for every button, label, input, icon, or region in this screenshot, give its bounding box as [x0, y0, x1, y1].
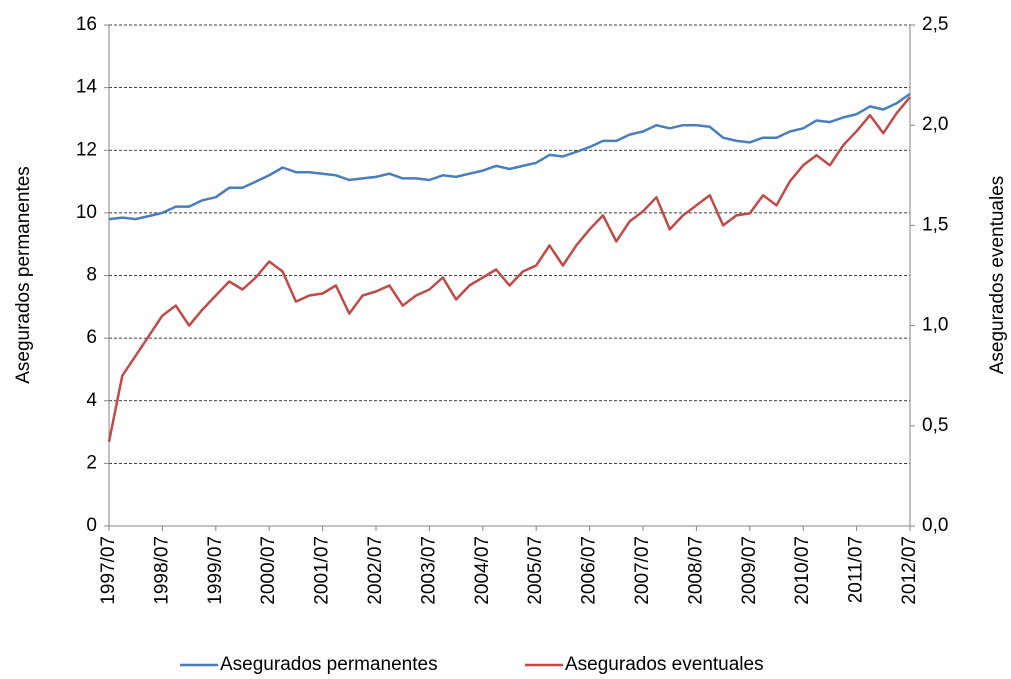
x-tick-label: 2007/07 — [632, 536, 653, 605]
x-tick-label: 2008/07 — [685, 536, 706, 605]
y-tick-label: 6 — [86, 327, 97, 348]
y-tick-label: 16 — [76, 14, 97, 35]
x-tick-label: 2011/07 — [846, 536, 867, 603]
y-tick-label: 14 — [76, 77, 98, 98]
x-tick-label: 2000/07 — [258, 536, 279, 605]
y-axis-title: Asegurados permanentes — [13, 166, 34, 384]
x-tick-label: 2010/07 — [792, 536, 813, 605]
y2-tick-label: 1,5 — [922, 214, 948, 235]
y2-tick-label: 2,5 — [922, 14, 948, 35]
x-tick-label: 2004/07 — [472, 536, 493, 605]
x-tick-label: 1997/07 — [98, 536, 119, 605]
y2-tick-label: 1,0 — [922, 315, 948, 336]
y2-tick-label: 0,5 — [922, 415, 948, 436]
series-line — [107, 96, 911, 443]
y-tick-label: 10 — [76, 202, 97, 223]
x-tick-label: 2005/07 — [525, 536, 546, 605]
x-tick-label: 2003/07 — [418, 536, 439, 605]
x-tick-label: 2006/07 — [579, 536, 600, 605]
x-tick-label: 1998/07 — [151, 536, 172, 605]
x-tick-label: 1999/07 — [205, 536, 226, 605]
x-tick-label: 2009/07 — [739, 536, 760, 605]
y-tick-label: 8 — [86, 265, 97, 286]
y-tick-label: 0 — [86, 515, 97, 536]
series-line — [108, 92, 911, 221]
x-tick-label: 2001/07 — [312, 536, 333, 605]
y2-tick-label: 0,0 — [922, 515, 948, 536]
legend-label: Asegurados permanentes — [220, 654, 438, 675]
y-tick-label: 12 — [76, 139, 97, 160]
x-tick-label: 2002/07 — [365, 536, 386, 605]
x-tick-label: 2012/07 — [899, 536, 920, 605]
legend-label: Asegurados eventuales — [565, 654, 764, 675]
y-tick-label: 2 — [86, 452, 97, 473]
y-tick-label: 4 — [86, 390, 97, 411]
y2-tick-label: 2,0 — [922, 114, 948, 135]
y2-axis-title: Asegurados eventuales — [987, 176, 1008, 375]
